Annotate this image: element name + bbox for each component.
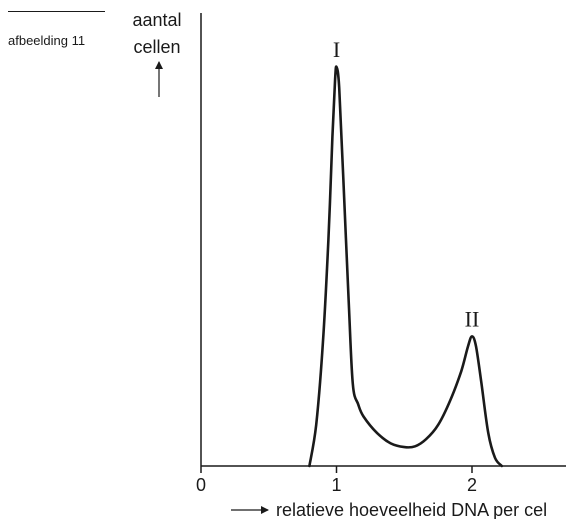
x-tick-label-0: 0 — [196, 475, 206, 495]
caption-rule — [8, 11, 105, 12]
x-tick-label-1: 1 — [331, 475, 341, 495]
y-axis-label-line-2: cellen — [133, 37, 180, 57]
peak-label-1: I — [333, 37, 340, 62]
x-tick-label-2: 2 — [467, 475, 477, 495]
y-axis-label-line-1: aantal — [132, 10, 181, 30]
peak-label-2: II — [465, 306, 480, 331]
figure-caption: afbeelding 11 — [8, 33, 86, 48]
x-axis-label: relatieve hoeveelheid DNA per cel — [276, 500, 547, 519]
series-line-dna-distribution — [308, 65, 504, 468]
